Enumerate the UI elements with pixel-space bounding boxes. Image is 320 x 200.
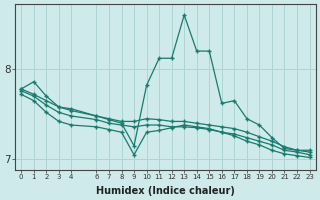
X-axis label: Humidex (Indice chaleur): Humidex (Indice chaleur): [96, 186, 235, 196]
